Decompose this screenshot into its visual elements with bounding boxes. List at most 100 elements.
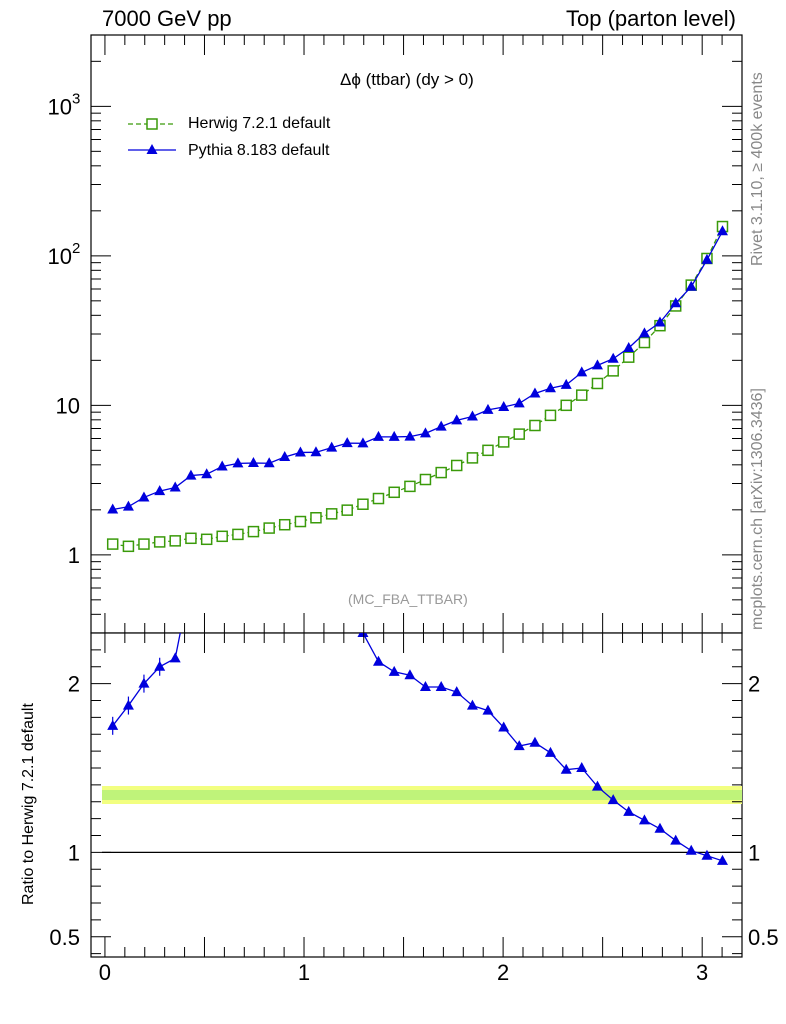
ratio-point xyxy=(513,740,525,751)
herwig-point xyxy=(372,492,385,505)
herwig-point xyxy=(185,532,197,545)
pythia-point xyxy=(482,403,494,414)
y-tick-label-main: 1 xyxy=(68,543,80,568)
herwig-point xyxy=(482,444,494,457)
pythia-point xyxy=(357,437,369,448)
pythia-point xyxy=(576,366,588,377)
legend-herwig-sample xyxy=(128,118,176,130)
ratio-y-axis-label: Ratio to Herwig 7.2.1 default xyxy=(20,703,37,905)
header-process-label: Top (parton level) xyxy=(566,6,736,31)
pythia-point xyxy=(466,410,478,421)
ratio-point xyxy=(107,719,119,730)
ratio-point xyxy=(451,686,463,697)
herwig-series-line xyxy=(112,226,724,547)
pythia-point xyxy=(107,503,119,514)
pythia-point xyxy=(638,327,650,338)
ratio-point xyxy=(466,699,478,710)
herwig-point xyxy=(622,351,635,363)
ratio-point xyxy=(122,699,134,710)
herwig-point xyxy=(232,528,244,541)
herwig-uncertainty-band-inner xyxy=(102,790,742,800)
pythia-point xyxy=(372,430,384,441)
x-tick-label: 3 xyxy=(696,960,708,985)
analysis-watermark: (MC_FBA_TTBAR) xyxy=(348,591,468,607)
pythia-point xyxy=(451,414,463,425)
herwig-point xyxy=(138,538,150,550)
pythia-point xyxy=(247,457,259,468)
pythia-point xyxy=(122,500,134,511)
y-tick-label-ratio-left: 1 xyxy=(68,840,80,865)
ratio-point xyxy=(498,721,510,732)
ratio-y-tick-labels: 0.5 0.5 1 1 2 2 xyxy=(49,672,778,950)
ratio-point xyxy=(529,736,541,747)
pythia-point xyxy=(341,437,353,448)
x-tick-label: 2 xyxy=(497,960,509,985)
herwig-point xyxy=(341,504,353,516)
herwig-point xyxy=(169,535,181,547)
herwig-point xyxy=(216,530,228,543)
pythia-point xyxy=(232,457,244,468)
ratio-point xyxy=(419,681,431,691)
herwig-point xyxy=(529,419,541,432)
ratio-point xyxy=(357,633,369,637)
ratio-point xyxy=(404,669,416,680)
herwig-point xyxy=(200,533,213,546)
herwig-point xyxy=(325,508,338,520)
herwig-point xyxy=(435,466,447,479)
pythia-point xyxy=(435,420,447,431)
legend-pythia-label: Pythia 8.183 default xyxy=(188,142,330,159)
pythia-point xyxy=(419,427,431,438)
pythia-point xyxy=(216,460,228,471)
ratio-point xyxy=(576,762,588,772)
herwig-point xyxy=(122,540,135,553)
y-tick-label-main: 10 xyxy=(48,94,72,119)
y-tick-label-ratio-right: 2 xyxy=(748,672,760,697)
y-tick-label-main: 10 xyxy=(56,393,80,418)
main-plot-frame xyxy=(90,34,743,634)
plot-title: Δϕ (ttbar) (dy > 0) xyxy=(340,70,474,89)
herwig-point xyxy=(153,536,166,548)
herwig-point xyxy=(513,428,525,440)
herwig-point xyxy=(310,512,322,524)
pythia-point xyxy=(670,297,682,308)
ratio-point xyxy=(544,746,556,757)
pythia-ratio-markers xyxy=(107,633,728,865)
ratio-point xyxy=(623,805,635,816)
herwig-point xyxy=(560,399,572,412)
pythia-ratio-line xyxy=(112,633,723,862)
pythia-point xyxy=(654,316,666,327)
herwig-point xyxy=(294,515,307,528)
pythia-point xyxy=(685,280,697,291)
herwig-point xyxy=(466,452,479,464)
ratio-point xyxy=(685,844,697,855)
pythia-point xyxy=(138,491,150,502)
y-tick-label-ratio-right: 0.5 xyxy=(748,925,779,950)
legend-herwig-label: Herwig 7.2.1 default xyxy=(188,115,331,132)
herwig-point xyxy=(497,436,510,448)
y-tick-label-main-exponent: 3 xyxy=(72,90,80,107)
pythia-point xyxy=(388,430,400,441)
ratio-axis-ticks xyxy=(91,632,743,957)
herwig-point xyxy=(357,498,369,510)
pythia-point xyxy=(169,481,181,492)
ratio-point xyxy=(154,660,166,671)
pythia-point xyxy=(263,457,275,468)
ratio-point xyxy=(670,834,682,845)
herwig-point xyxy=(247,525,260,538)
pythia-point xyxy=(326,441,338,452)
pythia-point xyxy=(544,382,556,393)
legend-pythia-sample xyxy=(128,144,176,154)
herwig-point xyxy=(638,336,651,349)
herwig-point xyxy=(263,522,275,534)
herwig-point xyxy=(404,480,416,493)
pythia-point xyxy=(310,446,322,457)
herwig-point xyxy=(607,365,619,377)
ratio-point xyxy=(716,854,728,865)
herwig-point xyxy=(106,538,119,550)
ratio-point xyxy=(169,652,181,663)
herwig-point xyxy=(591,377,604,390)
herwig-point xyxy=(450,459,463,472)
pythia-point xyxy=(154,485,166,496)
